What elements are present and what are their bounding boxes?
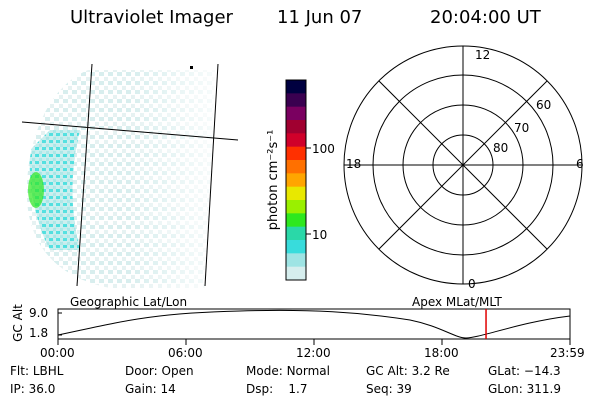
- colorbar-segment: [286, 200, 306, 214]
- mlt-label-0: 0: [468, 277, 476, 291]
- image-dot: [190, 66, 193, 69]
- colorbar-segment: [286, 80, 306, 94]
- colorbar-segment: [286, 186, 306, 201]
- lat-label-80: 80: [493, 141, 509, 155]
- meridian-line: [76, 63, 93, 287]
- time-label: 20:04:00 UT: [430, 7, 541, 28]
- orbit-x-tick-0600: 06:00: [168, 346, 203, 360]
- colorbar-segment: [286, 93, 306, 108]
- colorbar-segment: [286, 160, 306, 174]
- status-door: Door: Open: [125, 364, 194, 378]
- meridian-line: [204, 63, 219, 287]
- status-glat: GLat: −14.3: [488, 364, 561, 378]
- colorbar-segment: [286, 253, 306, 268]
- colorbar-segment: [286, 146, 306, 161]
- status-ip: IP: 36.0: [10, 382, 56, 396]
- colorbar-segment: [286, 106, 306, 121]
- colorbar-segment: [286, 133, 306, 148]
- lat-label-60: 60: [536, 98, 552, 112]
- orbit-right-header: Apex MLat/MLT: [412, 295, 502, 309]
- status-gain: Gain: 14: [125, 382, 176, 396]
- status-dsp: Dsp: 1.7: [246, 382, 308, 396]
- orbit-x-tick-2359: 23:59: [550, 346, 585, 360]
- lat-label-70: 70: [514, 121, 530, 135]
- orbit-x-tick-1200: 12:00: [296, 346, 331, 360]
- mlt-label-12: 12: [475, 48, 491, 62]
- orbit-x-tick-0000: 00:00: [40, 346, 75, 360]
- colorbar-segment: [286, 173, 306, 188]
- mlt-label-6: 6: [576, 157, 584, 171]
- status-flt: Flt: LBHL: [10, 364, 64, 378]
- orbit-y-tick-low: 1.8: [29, 326, 49, 340]
- colorbar-segment: [286, 240, 306, 254]
- date-label: 11 Jun 07: [277, 7, 363, 28]
- instrument-title: Ultraviolet Imager: [70, 7, 233, 28]
- orbit-x-tick-1800: 18:00: [424, 346, 459, 360]
- orbit-left-header: Geographic Lat/Lon: [70, 295, 188, 309]
- status-glon: GLon: 311.9: [488, 382, 561, 396]
- orbit-frame: [57, 308, 571, 340]
- parallel-line: [21, 121, 239, 141]
- colorbar-tick-100: 100: [312, 142, 335, 156]
- colorbar-tick-10: 10: [312, 228, 328, 242]
- status-seq: Seq: 39: [366, 382, 412, 396]
- mlt-label-18: 18: [346, 157, 362, 171]
- status-gc-alt: GC Alt: 3.2 Re: [366, 364, 450, 378]
- uv-image: [26, 70, 216, 288]
- colorbar-segment: [286, 213, 306, 228]
- status-mode: Mode: Normal: [246, 364, 330, 378]
- orbit-y-tick-high: 9.0: [29, 306, 49, 320]
- colorbar-segment: [286, 226, 306, 241]
- colorbar-segment: [286, 266, 306, 281]
- orbit-altitude-curve: [57, 309, 571, 339]
- colorbar-segment: [286, 120, 306, 134]
